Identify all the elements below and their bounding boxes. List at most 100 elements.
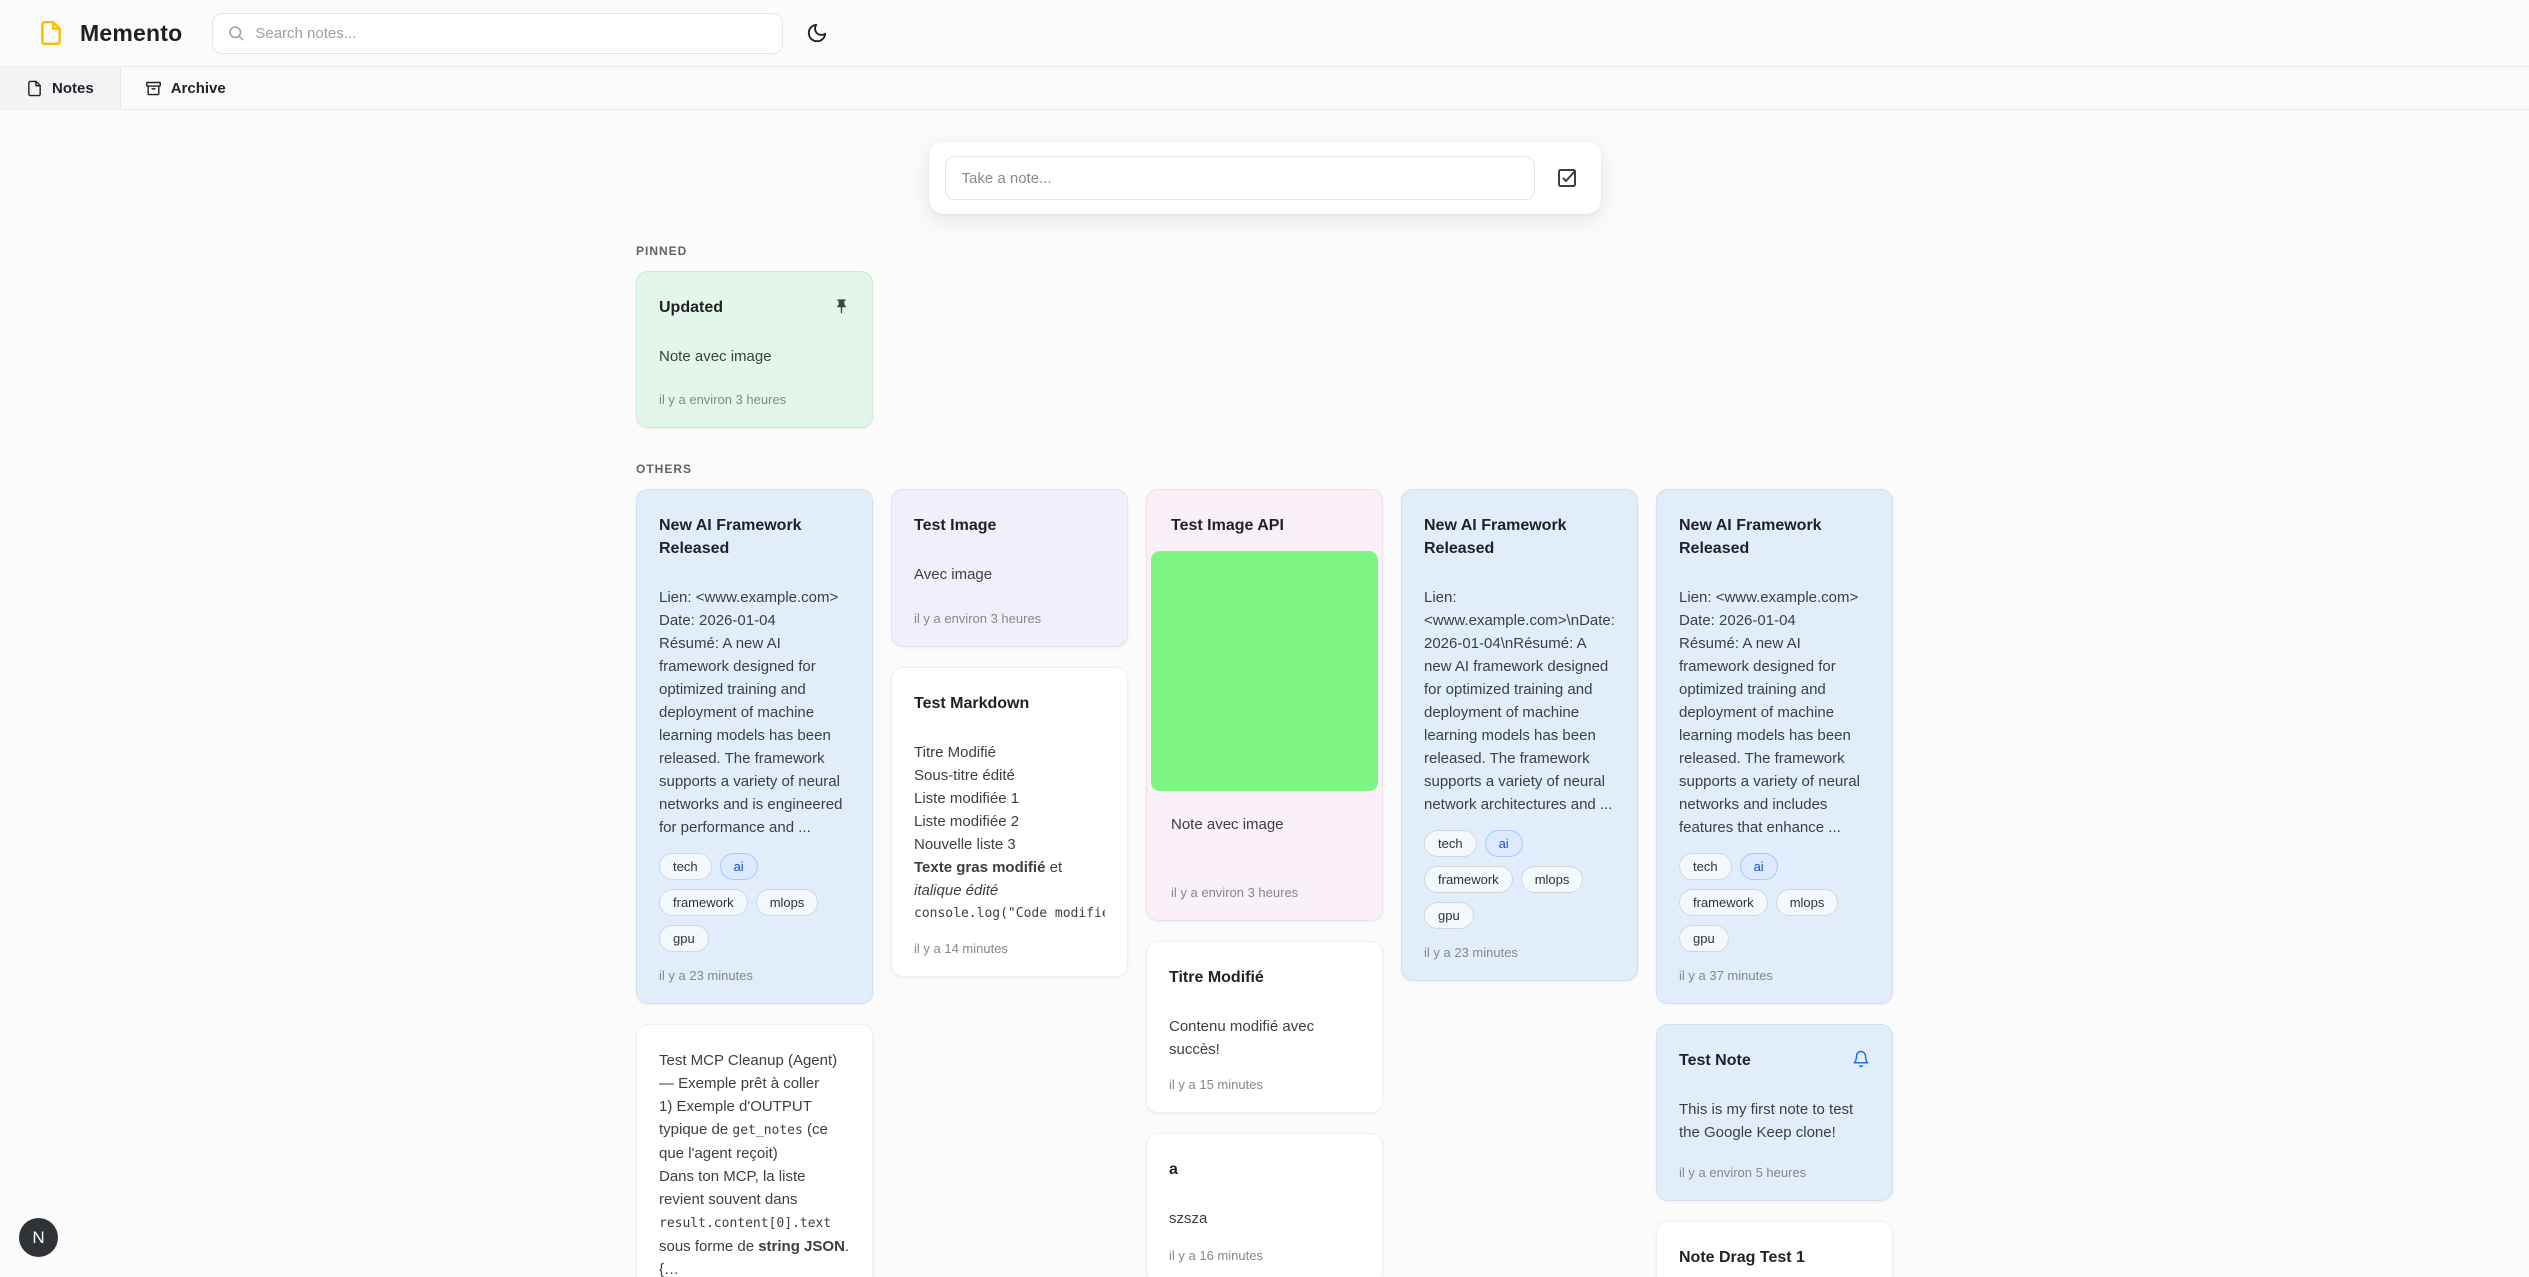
tag-ai[interactable]: ai xyxy=(719,853,758,880)
note-card-titre-modifie[interactable]: Titre Modifié Contenu modifié avec succè… xyxy=(1146,941,1383,1113)
pin-button[interactable] xyxy=(833,296,850,316)
note-timestamp: il y a 37 minutes xyxy=(1679,968,1773,983)
checkbox-icon xyxy=(1555,166,1579,190)
note-composer xyxy=(928,142,1601,214)
note-image xyxy=(1151,551,1378,791)
note-timestamp: il y a environ 3 heures xyxy=(914,611,1042,626)
tag-framework[interactable]: framework xyxy=(1424,866,1513,893)
text-segment: . {… xyxy=(659,1238,850,1277)
note-timestamp: il y a 14 minutes xyxy=(914,941,1008,956)
tag-mlops[interactable]: mlops xyxy=(1775,889,1839,916)
note-body: szsza xyxy=(1169,1210,1208,1227)
note-card-test-image[interactable]: Test Image Avec image il y a environ 3 h… xyxy=(891,489,1128,647)
tab-archive[interactable]: Archive xyxy=(121,67,250,109)
note-body: Titre Modifié Sous-titre édité Liste mod… xyxy=(914,741,1105,925)
note-card-ai-framework-1[interactable]: New AI Framework Released Lien: <www.exa… xyxy=(636,489,873,1004)
app-logo-note-icon xyxy=(38,20,64,46)
masonry-column-2: Test Image Avec image il y a environ 3 h… xyxy=(891,489,1128,977)
user-avatar[interactable]: N xyxy=(19,1218,58,1257)
note-card-ai-framework-3[interactable]: New AI Framework Released Lien: <www.exa… xyxy=(1656,489,1893,1004)
tag-list: tech ai framework mlops gpu xyxy=(659,839,850,952)
tag-ai[interactable]: ai xyxy=(1739,853,1778,880)
note-body: Test MCP Cleanup (Agent) — Exemple prêt … xyxy=(659,1049,850,1277)
tag-tech[interactable]: tech xyxy=(1424,830,1477,857)
note-timestamp: il y a 16 minutes xyxy=(1169,1248,1263,1263)
search-box xyxy=(212,12,784,54)
take-a-note-input[interactable] xyxy=(944,156,1535,200)
tag-mlops[interactable]: mlops xyxy=(755,889,819,916)
note-card-mcp-cleanup[interactable]: Test MCP Cleanup (Agent) — Exemple prêt … xyxy=(636,1024,873,1277)
others-grid: New AI Framework Released Lien: <www.exa… xyxy=(636,489,1893,1277)
masonry-column-5: New AI Framework Released Lien: <www.exa… xyxy=(1656,489,1893,1277)
note-icon xyxy=(26,80,43,97)
tab-bar: Notes Archive xyxy=(0,66,2529,110)
code-line: console.log("Code modifié a xyxy=(914,906,1105,921)
text-segment: sous forme de xyxy=(659,1238,759,1255)
moon-icon xyxy=(806,22,828,44)
new-checklist-button[interactable] xyxy=(1553,164,1581,192)
tab-notes[interactable]: Notes xyxy=(0,67,121,109)
note-timestamp: il y a environ 3 heures xyxy=(659,392,787,407)
note-timestamp: il y a 15 minutes xyxy=(1169,1077,1263,1092)
masonry-column-4: New AI Framework Released Lien: <www.exa… xyxy=(1401,489,1638,981)
reminder-button[interactable] xyxy=(1852,1049,1870,1069)
masonry-column-3: Test Image API Note avec image il y a en… xyxy=(1146,489,1383,1277)
search-input[interactable] xyxy=(255,24,769,42)
note-title: Note Drag Test 1 xyxy=(1679,1249,1805,1266)
note-timestamp: il y a 23 minutes xyxy=(1424,945,1518,960)
tag-gpu[interactable]: gpu xyxy=(1679,925,1729,952)
note-timestamp: il y a environ 3 heures xyxy=(1171,885,1299,900)
note-title: Test Image xyxy=(914,517,997,534)
note-card-test-markdown[interactable]: Test Markdown Titre Modifié Sous-titre é… xyxy=(891,667,1128,977)
bell-icon xyxy=(1852,1050,1870,1068)
inline-code: get_notes xyxy=(732,1123,803,1138)
note-card-drag-test[interactable]: Note Drag Test 1 Content for drag test i… xyxy=(1656,1221,1893,1277)
tag-mlops[interactable]: mlops xyxy=(1520,866,1584,893)
note-body: Lien: <www.example.com> Date: 2026-01-04… xyxy=(659,589,843,836)
tag-gpu[interactable]: gpu xyxy=(659,925,709,952)
note-title: New AI Framework Released xyxy=(659,517,802,557)
note-card-a[interactable]: a szsza il y a 16 minutes xyxy=(1146,1133,1383,1277)
italic-text: italique édité xyxy=(914,882,999,899)
tag-tech[interactable]: tech xyxy=(1679,853,1732,880)
note-timestamp: il y a 23 minutes xyxy=(659,968,753,983)
tag-framework[interactable]: framework xyxy=(1679,889,1768,916)
text-segment: Test MCP Cleanup (Agent) — Exemple prêt … xyxy=(659,1052,838,1138)
app-header: Memento xyxy=(0,0,2529,66)
note-body: Note avec image xyxy=(1171,816,1284,833)
note-card-updated[interactable]: Updated Note avec image il y a environ 3… xyxy=(636,271,873,428)
note-title: Updated xyxy=(659,299,723,316)
note-title: Test Note xyxy=(1679,1052,1751,1069)
masonry-column-1: New AI Framework Released Lien: <www.exa… xyxy=(636,489,873,1277)
tag-tech[interactable]: tech xyxy=(659,853,712,880)
note-body: Contenu modifié avec succès! xyxy=(1169,1018,1315,1058)
archive-icon xyxy=(145,80,162,97)
text-segment: Titre Modifié Sous-titre édité Liste mod… xyxy=(914,744,1020,853)
note-title: a xyxy=(1169,1161,1178,1178)
note-title: Test Image API xyxy=(1171,517,1284,534)
note-title: New AI Framework Released xyxy=(1679,517,1822,557)
tag-gpu[interactable]: gpu xyxy=(1424,902,1474,929)
note-card-test-image-api[interactable]: Test Image API Note avec image il y a en… xyxy=(1146,489,1383,921)
dark-mode-toggle[interactable] xyxy=(799,15,835,51)
note-body: Note avec image xyxy=(659,348,772,365)
pinned-grid: Updated Note avec image il y a environ 3… xyxy=(636,271,1893,428)
note-body: Lien: <www.example.com> Date: 2026-01-04… xyxy=(1679,589,1860,836)
note-title: New AI Framework Released xyxy=(1424,517,1567,557)
inline-code: result.content[0].text xyxy=(659,1216,832,1231)
bold-text: Texte gras modifié xyxy=(914,859,1046,876)
tag-framework[interactable]: framework xyxy=(659,889,748,916)
tab-notes-label: Notes xyxy=(52,79,94,97)
search-icon xyxy=(227,24,245,42)
note-body: Avec image xyxy=(914,566,993,583)
app-title: Memento xyxy=(80,19,183,46)
tag-ai[interactable]: ai xyxy=(1484,830,1523,857)
tab-archive-label: Archive xyxy=(170,79,226,97)
note-card-test-note[interactable]: Test Note This is my first note to test … xyxy=(1656,1024,1893,1201)
text-segment: et xyxy=(1045,859,1063,876)
tag-list: tech ai framework mlops gpu xyxy=(1424,816,1615,929)
pushpin-icon xyxy=(833,298,850,315)
tag-list: tech ai framework mlops gpu xyxy=(1679,839,1870,952)
note-card-ai-framework-2[interactable]: New AI Framework Released Lien: <www.exa… xyxy=(1401,489,1638,981)
others-section-label: OTHERS xyxy=(636,462,693,476)
